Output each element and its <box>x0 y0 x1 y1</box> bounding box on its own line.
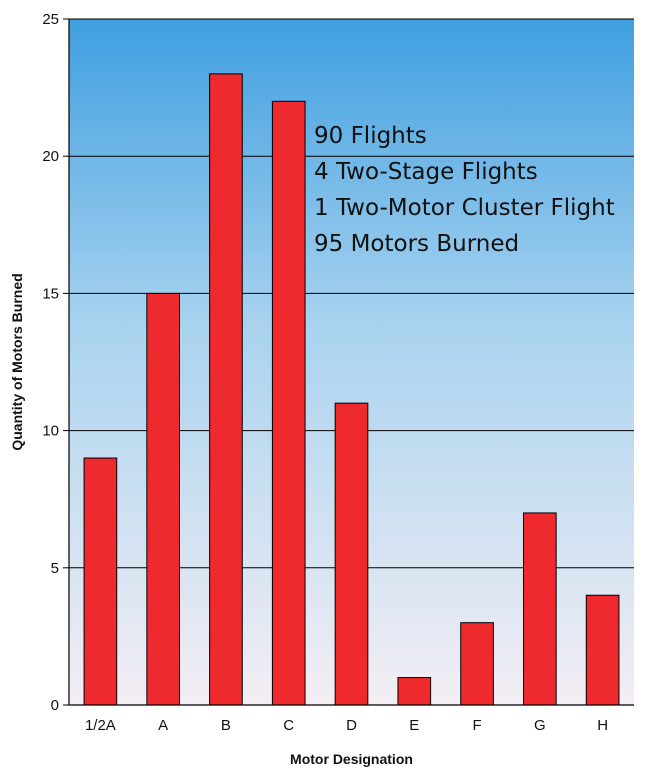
y-tick-label: 15 <box>42 285 59 302</box>
bar-12a <box>83 457 118 706</box>
bar-f <box>460 622 494 706</box>
y-tick-label: 25 <box>42 11 59 28</box>
x-tick-label: G <box>534 717 546 734</box>
x-tick-label: H <box>597 717 608 734</box>
bar-h <box>585 594 620 706</box>
x-tick-labels: 1/2A A B C D E F G H <box>85 717 608 734</box>
x-tick-label: C <box>283 717 294 734</box>
x-tick-label: 1/2A <box>85 717 116 734</box>
y-tick-label: 0 <box>51 697 59 714</box>
x-tick-label: F <box>472 717 481 734</box>
y-tick-labels: 0 5 10 15 20 25 <box>42 11 69 714</box>
bar-b <box>209 73 243 706</box>
x-tick-label: D <box>346 717 357 734</box>
bar-a <box>146 292 180 706</box>
annotation-box: 90 Flights 4 Two-Stage Flights 1 Two-Motor… <box>314 123 615 257</box>
bar-g <box>523 512 557 706</box>
x-tick-label: A <box>158 717 168 734</box>
bars <box>83 73 620 706</box>
x-tick-label: E <box>409 717 419 734</box>
annotation-line: 95 Motors Burned <box>314 231 519 257</box>
axes <box>68 19 634 706</box>
y-tick-label: 5 <box>51 560 59 577</box>
y-tick-label: 20 <box>42 148 59 165</box>
bar-c <box>271 100 306 706</box>
annotation-line: 4 Two-Stage Flights <box>314 159 538 185</box>
bar-d <box>334 402 369 706</box>
annotation-line: 90 Flights <box>314 123 427 149</box>
y-tick-label: 10 <box>42 423 59 440</box>
bar-e <box>397 677 432 706</box>
y-axis-title: Quantity of Motors Burned <box>9 273 25 450</box>
annotation-line: 1 Two-Motor Cluster Flight <box>314 195 615 221</box>
x-axis-title: Motor Designation <box>290 751 413 767</box>
x-tick-label: B <box>221 717 231 734</box>
